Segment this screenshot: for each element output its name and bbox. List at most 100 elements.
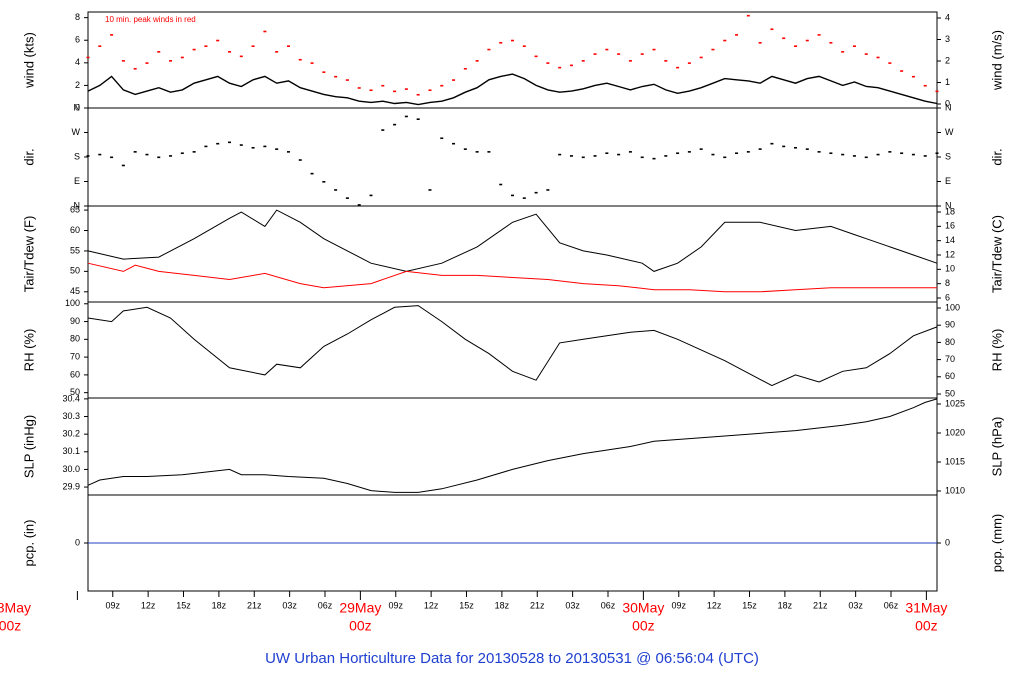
dir-point [852,155,856,157]
wind-point [888,62,892,64]
wind-point [216,39,220,42]
x-hour-label: 12z [707,600,722,610]
wind-point [322,71,326,73]
wind-point [416,93,420,96]
wind-ytick-label-right: 0 [945,98,950,108]
dir-point [393,123,397,126]
dir-ytick-label-left: W [72,127,81,137]
temperature-ytick-label-right: 16 [945,221,955,231]
rh-ytick-label-left: 50 [70,387,80,397]
dir-point [664,155,668,157]
x-hour-label: 12z [141,600,156,610]
rh-ytick-label-left: 90 [70,316,80,326]
wind-point [923,84,927,87]
wind-point [499,41,503,44]
dir-point [522,197,526,199]
dir-point [770,142,774,145]
dir-point [676,152,680,155]
x-hour-label: 15z [459,600,474,610]
wind-point [546,62,550,64]
temperature-ytick-label-right: 8 [945,278,950,288]
wind-point [829,41,833,44]
dir-point [180,152,184,155]
wind-point [98,45,102,47]
wind-point [428,89,432,92]
dir-point [782,145,786,148]
dir-point [911,153,915,156]
wind-series-line-0 [87,73,938,106]
wind-point [121,60,125,62]
wind-point [852,45,856,47]
dir-frame [87,107,938,207]
rh-ytick-label-right: 80 [945,337,955,347]
dir-point [228,141,231,144]
x-hour-label: 18z [495,600,510,610]
dir-point [711,153,715,156]
dir-point [169,155,173,157]
dir-point [86,155,90,157]
temperature-ytick-label-left: 50 [70,266,80,276]
dir-point [817,151,821,153]
temperature-ytick-label-right: 18 [945,206,955,216]
dir-point [275,148,279,150]
rh-ytick-label-left: 80 [70,334,80,344]
wind-point [711,48,715,51]
wind-point [393,90,397,93]
wind-ytick-label-right: 2 [945,55,950,65]
wind-point [263,30,267,33]
x-hour-label: 06z [318,600,333,610]
dir-point [286,151,290,153]
dir-ytick-label-left: N [74,200,81,210]
dir-point [546,189,550,191]
slp-ytick-label-left: 30.3 [62,411,80,421]
dir-point [735,152,739,155]
wind-point [805,39,809,42]
dir-ytick-label-right: N [945,102,952,112]
wind-point [357,87,361,89]
dir-point [605,152,609,155]
dir-point [298,159,302,161]
rh-ytick-label-right: 70 [945,354,955,364]
dir-point [923,155,927,157]
x-hour-label: 15z [176,600,191,610]
wind-point [581,60,585,62]
x-hour-label: 15z [742,600,757,610]
wind-point [169,60,173,62]
x-hour-label: 06z [884,600,899,610]
wind-point [145,62,149,64]
wind-point [746,14,750,17]
wind-point [817,34,821,36]
slp-ylabel-left: SLP (inHg) [21,415,36,478]
slp-series-line-0 [87,398,938,493]
dir-point [758,148,762,150]
dir-point [723,156,727,159]
wind-point [487,48,491,51]
x-hour-label: 03z [848,600,863,610]
wind-point [534,55,538,58]
dir-point [628,151,632,153]
wind-point [275,51,279,53]
wind-annotation: 10 min. peak winds in red [105,15,196,24]
wind-point [239,55,243,58]
dir-point [640,156,644,159]
chart-footer-title: UW Urban Horticulture Data for 20130528 … [265,650,759,667]
wind-point [475,60,479,62]
dir-point [699,148,703,150]
dir-point [381,129,385,131]
wind-point [676,66,680,69]
dir-point [345,197,349,199]
wind-point [228,51,231,53]
dir-point [617,153,621,156]
rh-ytick-label-right: 50 [945,388,955,398]
wind-point [876,56,880,59]
dir-point [334,189,338,191]
wind-point [794,45,797,47]
dir-point [145,153,149,156]
dir-point [593,155,597,157]
temperature-ylabel-left: Tair/Tdew (F) [21,216,36,293]
x-hour-label: 09z [106,600,121,610]
dir-point [204,145,208,148]
wind-point [864,53,868,55]
slp-frame [87,397,938,496]
wind-point [381,84,385,87]
